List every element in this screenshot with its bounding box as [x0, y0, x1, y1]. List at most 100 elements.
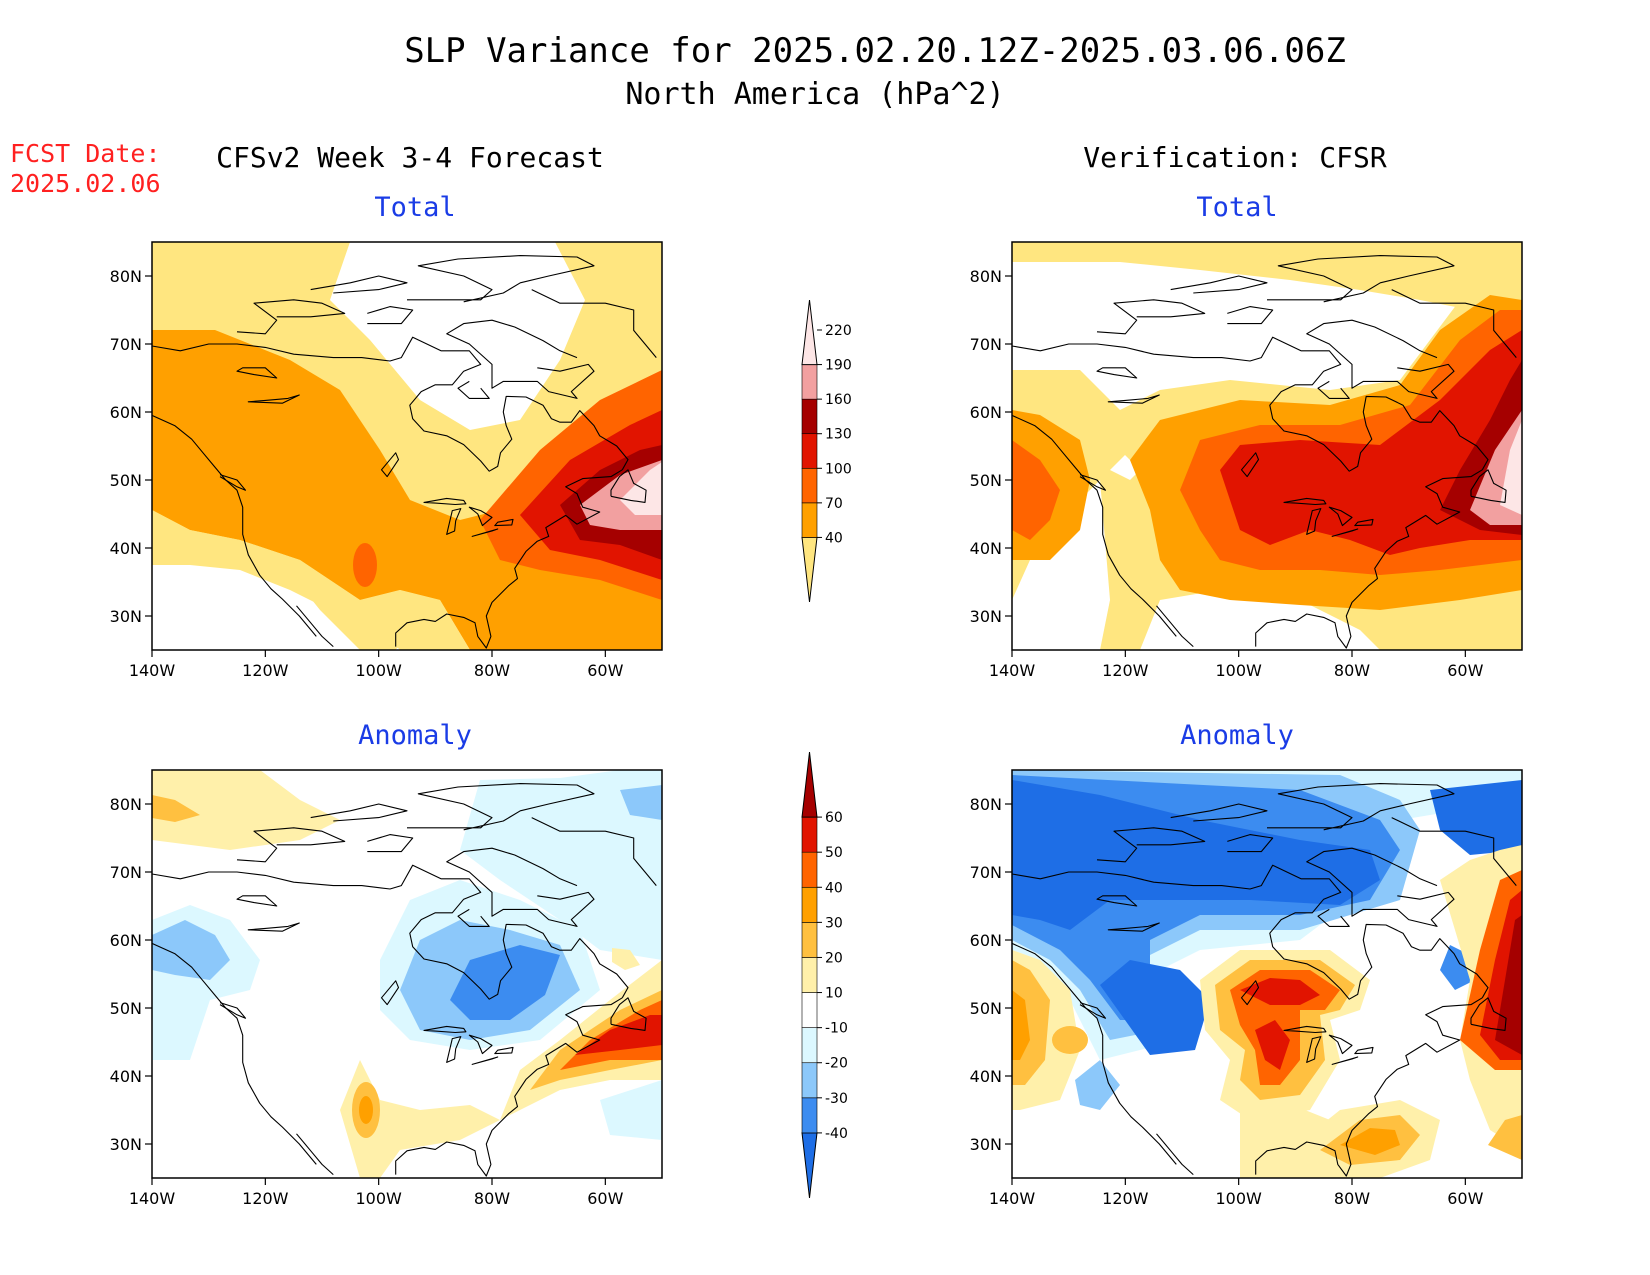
lat-tick-label: 70N [110, 863, 142, 882]
lat-tick-label: 60N [110, 403, 142, 422]
coastline-segment [236, 895, 278, 907]
colorbar-label: 20 [825, 950, 843, 966]
coastline-segment [152, 864, 629, 1000]
lon-tick-label: 120W [242, 661, 289, 680]
lat-tick-label: 80N [110, 795, 142, 814]
lat-tick-label: 30N [110, 1135, 142, 1154]
lon-tick-label: 140W [129, 1189, 176, 1208]
map-panel-verification-total [1011, 241, 1523, 651]
lon-tick-label: 120W [1102, 661, 1149, 680]
coastline-segment [471, 1056, 499, 1065]
coastline-segment [531, 817, 657, 886]
coastline-segment [407, 783, 595, 831]
coastline-segment [1267, 783, 1455, 831]
colorbar-swatch [801, 398, 818, 435]
coastline-segment [610, 469, 647, 503]
coastline-verification-anomaly [1012, 783, 1517, 1177]
coastline-segment [1156, 605, 1194, 648]
map-panel-forecast-anomaly [151, 769, 663, 1179]
coastline-segment [1012, 336, 1489, 472]
coastline-segment [1470, 469, 1507, 503]
colorbar-label: 160 [825, 392, 852, 408]
coastline-segment [296, 605, 334, 648]
colorbar-swatch [801, 816, 818, 853]
lon-tick-label: 140W [989, 1189, 1036, 1208]
coastline-segment [1354, 518, 1374, 527]
coastline-segment [1096, 367, 1138, 379]
lon-tick-label: 100W [355, 661, 402, 680]
coastline-segment [310, 275, 408, 294]
colorbar-label: 70 [825, 496, 843, 512]
shading-forecast-anomaly [152, 770, 662, 1178]
coastline-forecast-total [152, 255, 657, 649]
coastline-segment [1012, 864, 1489, 1000]
lat-tick-label: 80N [970, 267, 1002, 286]
colorbar-swatch [801, 992, 818, 1028]
lon-tick-label: 100W [355, 1189, 402, 1208]
coastline-segment [1096, 299, 1206, 335]
coastline-verification-total [1012, 255, 1517, 649]
colorbar-swatch [801, 1097, 818, 1134]
coastline-segment [236, 827, 346, 863]
coastline-segment [423, 1025, 467, 1034]
lon-tick-label: 100W [1215, 1189, 1262, 1208]
lat-tick-label: 60N [110, 931, 142, 950]
coastline-segment [457, 380, 490, 399]
colorbar-swatch [801, 1062, 818, 1099]
fcst-date-label: FCST Date: [10, 139, 161, 168]
coastline-segment [152, 942, 317, 1165]
coastline-segment [236, 299, 346, 335]
coastline-segment [468, 1034, 493, 1055]
colorbar-swatch [801, 502, 818, 538]
colorbar-total: 40 70 100 130 160 190 220 [801, 299, 852, 603]
map-panel-forecast-total [151, 241, 663, 651]
coastline-segment [1306, 508, 1322, 535]
figure-subtitle: North America (hPa^2) [625, 77, 1004, 112]
coastline-segment [1170, 803, 1268, 822]
coastline-segment [1170, 275, 1268, 294]
lat-tick-label: 50N [970, 999, 1002, 1018]
coastline-segment [1012, 414, 1177, 637]
coastline-segment [494, 1046, 514, 1055]
coastline-segment [1328, 1034, 1353, 1055]
colorbar-label: -20 [825, 1056, 848, 1072]
colorbar-label: -40 [825, 1126, 848, 1142]
colorbar-label: -10 [825, 1021, 848, 1037]
colorbar-swatch [801, 851, 818, 888]
lon-tick-label: 60W [587, 1189, 623, 1208]
coastline-segment [367, 306, 414, 325]
coastline-segment [1079, 1002, 1107, 1019]
coastline-segment [446, 319, 595, 399]
colorbar-label: 190 [825, 358, 852, 374]
coastline-segment [1306, 1036, 1322, 1063]
coastline-segment [1255, 469, 1483, 649]
coastline-segment [152, 336, 629, 472]
panel-title-forecast-total: Total [374, 192, 455, 223]
lat-tick-label: 30N [970, 607, 1002, 626]
column-title-forecast: CFSv2 Week 3-4 Forecast [216, 141, 604, 174]
lon-tick-label: 60W [1447, 661, 1483, 680]
shading-verification-total [1012, 242, 1522, 650]
coastline-segment [407, 255, 595, 303]
lat-tick-label: 60N [970, 931, 1002, 950]
coastline-segment [468, 506, 493, 527]
column-title-verification: Verification: CFSR [1083, 141, 1387, 174]
coastline-segment [1240, 452, 1260, 478]
coastline-segment [1240, 980, 1260, 1006]
colorbar-label: 130 [825, 427, 852, 443]
lat-tick-label: 40N [970, 1067, 1002, 1086]
coastline-segment [1267, 255, 1455, 303]
panel-title-verification-anomaly: Anomaly [1180, 720, 1294, 751]
panel-title-forecast-anomaly: Anomaly [358, 720, 472, 751]
colorbar-swatch [801, 922, 818, 958]
coastline-segment [494, 518, 514, 527]
coastline-segment [1107, 922, 1160, 932]
lat-tick-label: 70N [970, 335, 1002, 354]
coastline-segment [1317, 380, 1350, 399]
colorbar-swatch [801, 364, 818, 400]
colorbar-label: -30 [825, 1091, 848, 1107]
coastline-segment [446, 1036, 462, 1063]
lon-tick-label: 60W [1447, 1189, 1483, 1208]
coastline-segment [380, 452, 400, 478]
coastline-segment [247, 394, 300, 404]
